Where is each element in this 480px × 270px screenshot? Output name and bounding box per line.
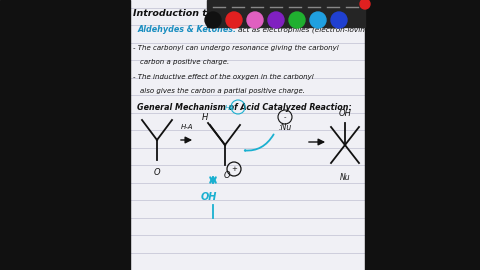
Bar — [0, 0, 130, 270]
Circle shape — [268, 12, 284, 28]
Bar — [207, 0, 365, 27]
Circle shape — [226, 12, 242, 28]
Text: Nu: Nu — [340, 173, 350, 182]
Circle shape — [310, 12, 326, 28]
Bar — [365, 0, 480, 270]
Text: :Nu: :Nu — [278, 123, 292, 131]
Circle shape — [331, 12, 347, 28]
Text: also gives the carbon a partial positive charge.: also gives the carbon a partial positive… — [140, 88, 305, 94]
Text: HA: HA — [225, 105, 235, 111]
Text: Introduction to: Introduction to — [133, 8, 213, 18]
Circle shape — [360, 0, 370, 9]
Text: +: + — [231, 166, 237, 172]
Text: General Mechanism of Acid Catalyzed Reaction:: General Mechanism of Acid Catalyzed Reac… — [137, 103, 352, 113]
Text: act as electrophiles (electron-loving): act as electrophiles (electron-loving) — [238, 27, 372, 33]
Text: H: H — [202, 113, 208, 122]
Text: OH: OH — [338, 109, 351, 117]
FancyArrowPatch shape — [245, 134, 274, 151]
Text: O: O — [154, 168, 160, 177]
Circle shape — [205, 12, 221, 28]
Text: ion reaction:: ion reaction: — [310, 8, 378, 18]
Text: carbon a positive charge.: carbon a positive charge. — [140, 59, 229, 65]
Text: O: O — [224, 171, 230, 180]
Text: - The carbonyl can undergo resonance giving the carbonyl: - The carbonyl can undergo resonance giv… — [133, 45, 339, 51]
Text: -: - — [284, 114, 286, 120]
Text: - The inductive effect of the oxygen in the carbonyl: - The inductive effect of the oxygen in … — [133, 74, 314, 80]
Text: H-A: H-A — [181, 124, 193, 130]
Circle shape — [247, 12, 263, 28]
Text: Aldehydes & Ketones:: Aldehydes & Ketones: — [138, 25, 237, 35]
Text: OH: OH — [201, 192, 217, 202]
Circle shape — [289, 12, 305, 28]
